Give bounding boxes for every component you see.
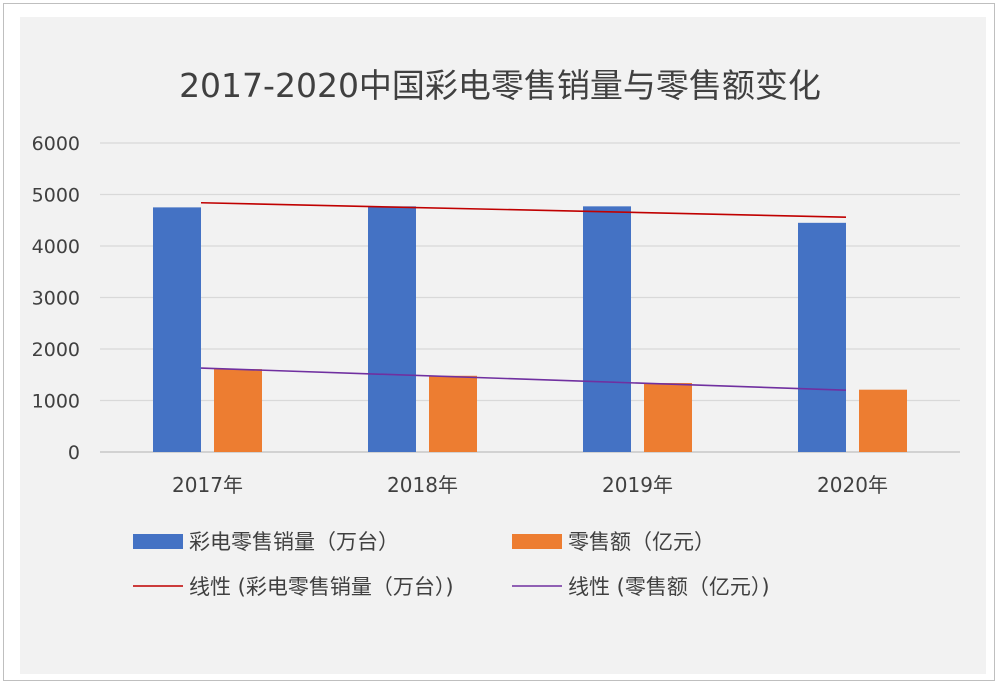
y-tick-label: 1000 [32, 391, 80, 413]
bar-sales-revenue [214, 369, 262, 452]
bar-sales-volume [798, 222, 846, 452]
y-axis: 0 1000 2000 3000 4000 5000 6000 [32, 133, 80, 464]
legend-label: 彩电零售销量（万台） [189, 530, 399, 554]
bar-sales-volume [368, 206, 416, 452]
trendlines [200, 201, 847, 391]
trendline-sales-volume [200, 201, 847, 218]
y-tick-label: 3000 [32, 288, 80, 310]
x-tick-label: 2017年 [172, 473, 243, 497]
bars [153, 206, 907, 452]
x-tick-label: 2019年 [602, 473, 673, 497]
bar-sales-revenue [429, 375, 477, 452]
y-tick-label: 5000 [32, 185, 80, 207]
x-tick-label: 2020年 [817, 473, 888, 497]
bar-sales-volume [583, 206, 631, 452]
bar-sales-revenue [644, 382, 692, 452]
legend-swatch [512, 534, 562, 549]
y-tick-label: 4000 [32, 236, 80, 258]
legend-label: 线性 (零售额（亿元）) [568, 575, 770, 599]
x-axis: 2017年 2018年 2019年 2020年 [172, 473, 888, 497]
legend-swatch [133, 534, 183, 549]
chart-title: 2017-2020中国彩电零售销量与零售额变化 [179, 66, 821, 105]
bar-sales-revenue [859, 389, 907, 452]
bar-sales-volume [153, 207, 201, 452]
legend-label: 零售额（亿元） [568, 530, 715, 554]
legend-label: 线性 (彩电零售销量（万台）) [189, 575, 454, 599]
legend: 彩电零售销量（万台） 零售额（亿元） 线性 (彩电零售销量（万台）) 线性 (零售额（… [133, 530, 770, 599]
y-tick-label: 0 [68, 442, 80, 464]
x-tick-label: 2018年 [387, 473, 458, 497]
y-tick-label: 6000 [32, 133, 80, 155]
y-tick-label: 2000 [32, 339, 80, 361]
trendline-sales-revenue [200, 367, 847, 391]
